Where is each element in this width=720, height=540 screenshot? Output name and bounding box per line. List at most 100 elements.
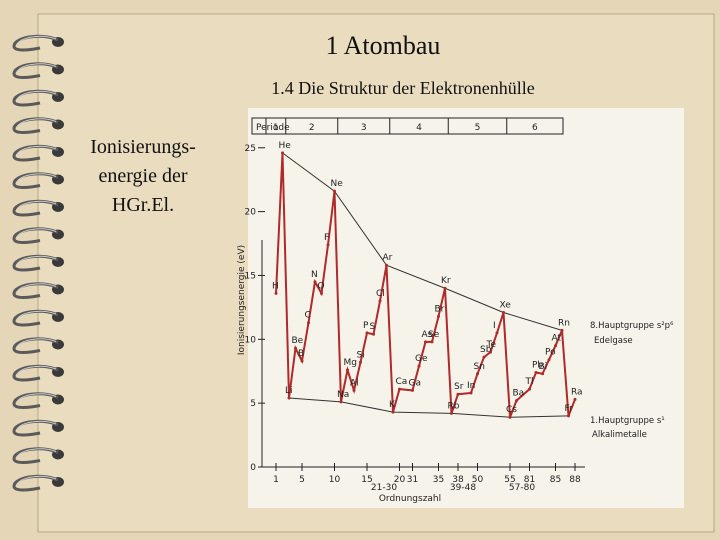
- x-range-label: 57-80: [509, 483, 535, 493]
- ring-shine: [16, 365, 57, 376]
- period-number: 3: [361, 123, 367, 133]
- x-range-label: 21-30: [371, 483, 397, 493]
- x-tick-label: 81: [524, 475, 535, 485]
- element-label: Ra: [571, 387, 583, 397]
- data-point: [274, 291, 278, 295]
- ring-shine: [16, 145, 57, 156]
- data-point: [508, 415, 512, 419]
- element-label: Sr: [454, 382, 464, 392]
- y-tick-label: 15: [245, 271, 256, 281]
- ring-shine: [16, 90, 57, 101]
- data-point: [489, 350, 492, 354]
- data-point: [456, 392, 460, 396]
- data-line: [275, 152, 576, 418]
- data-point: [352, 388, 356, 392]
- data-point: [534, 371, 538, 375]
- x-tick-label: 88: [569, 475, 581, 485]
- element-label: He: [279, 141, 292, 151]
- y-tick-label: 5: [250, 399, 256, 409]
- y-axis-label: Ionisierungsenergie (eV): [237, 245, 247, 355]
- chart-panel: [248, 108, 684, 508]
- period-number: 1: [273, 123, 279, 133]
- data-point: [339, 400, 343, 404]
- data-point: [528, 387, 531, 391]
- x-tick-label: 10: [329, 475, 341, 485]
- element-label: B: [298, 349, 304, 359]
- x-tick-label: 55: [504, 475, 515, 485]
- element-label: Ga: [409, 378, 422, 388]
- ring-shine: [16, 118, 57, 128]
- data-point: [515, 399, 518, 403]
- element-label: Al: [350, 378, 359, 388]
- element-label: S: [370, 322, 376, 332]
- data-point: [541, 372, 544, 376]
- data-point: [411, 388, 414, 392]
- data-point: [495, 331, 499, 335]
- element-label: F: [324, 233, 329, 243]
- element-label: Pb: [532, 361, 543, 371]
- ring-shine: [16, 310, 57, 321]
- element-label: Li: [285, 386, 293, 396]
- x-tick-label: 38: [452, 475, 464, 485]
- subtitle: 1.4 Die Struktur der Elektronenhülle: [271, 78, 534, 98]
- x-tick-label: 5: [299, 475, 305, 485]
- data-point: [300, 359, 304, 363]
- ring-shine: [16, 200, 57, 211]
- x-tick-label: 1: [273, 475, 279, 485]
- period-number: 2: [309, 123, 315, 133]
- data-point: [443, 286, 447, 290]
- element-label: Te: [486, 340, 497, 350]
- alkali-line: [288, 397, 569, 418]
- element-label: Ge: [415, 354, 428, 364]
- data-point: [307, 321, 310, 325]
- x-axis-label: Ordnungszahl: [379, 494, 441, 504]
- period-number: 4: [416, 123, 422, 133]
- element-label: Cs: [506, 405, 517, 415]
- annotation: Alkalimetalle: [592, 430, 647, 440]
- data-point: [313, 280, 317, 284]
- side-text: HGr.El.: [112, 194, 174, 216]
- data-point: [469, 391, 473, 395]
- element-label: N: [311, 270, 318, 280]
- y-tick-label: 25: [245, 144, 256, 154]
- data-point: [547, 358, 551, 362]
- element-label: Cl: [376, 289, 385, 299]
- element-label: Xe: [500, 300, 512, 310]
- x-tick-label: 35: [433, 475, 444, 485]
- data-point: [378, 299, 382, 303]
- element-label: Se: [428, 330, 440, 340]
- period-label: Periode: [256, 123, 290, 133]
- element-label: K: [389, 400, 396, 410]
- binding: [12, 34, 64, 492]
- x-tick-label: 20: [394, 475, 406, 485]
- element-label: Ca: [396, 377, 408, 387]
- element-label: Ar: [383, 253, 393, 263]
- element-label: In: [467, 381, 475, 391]
- data-point: [450, 411, 453, 415]
- data-point: [554, 344, 557, 348]
- data-point: [398, 387, 401, 391]
- x-tick-label: 50: [472, 475, 484, 485]
- y-tick-label: 0: [250, 463, 256, 473]
- element-label: Kr: [441, 276, 451, 286]
- x-tick-label: 15: [361, 475, 372, 485]
- element-label: C: [305, 311, 311, 321]
- element-label: Si: [357, 350, 365, 360]
- element-label: Sb: [480, 345, 492, 355]
- data-point: [476, 372, 479, 376]
- ring-shine: [16, 338, 57, 348]
- element-label: H: [272, 281, 279, 291]
- data-point: [372, 332, 375, 336]
- ring-shine: [16, 448, 57, 458]
- y-tick-label: 10: [245, 335, 257, 345]
- element-label: Rb: [448, 401, 460, 411]
- data-point: [424, 340, 427, 344]
- data-point: [346, 368, 349, 372]
- ring-shine: [16, 35, 57, 46]
- data-point: [359, 360, 362, 364]
- data-point: [320, 291, 323, 295]
- element-label: O: [318, 281, 325, 291]
- data-point: [385, 263, 388, 267]
